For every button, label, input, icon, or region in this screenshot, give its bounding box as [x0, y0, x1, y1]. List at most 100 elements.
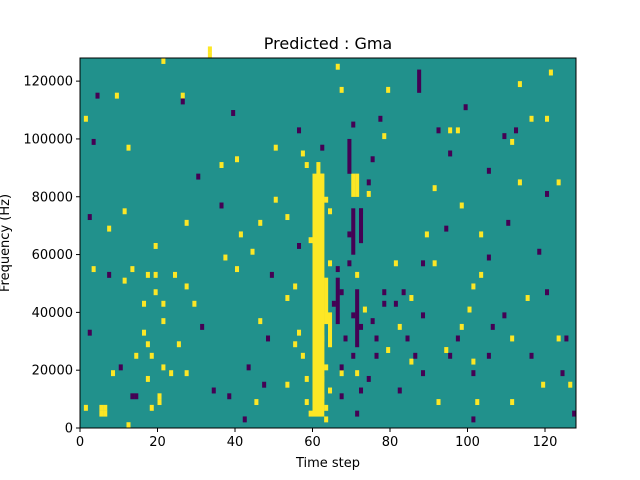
heatmap-cell-low	[502, 312, 507, 319]
heatmap-cell-low	[95, 92, 100, 99]
heatmap-cell-high	[207, 46, 212, 53]
heatmap-cell-low	[436, 127, 441, 134]
heatmap-cell-low	[118, 364, 123, 371]
heatmap-cell-low	[366, 375, 371, 382]
heatmap-cell-high	[324, 364, 329, 371]
heatmap-cell-low	[545, 190, 550, 197]
heatmap-cell-high	[83, 404, 88, 411]
heatmap-cell-low	[448, 150, 453, 157]
heatmap-cell-low	[486, 167, 491, 174]
heatmap-cell-high	[355, 271, 360, 278]
heatmap-cell-high	[285, 295, 290, 301]
chart-title: Predicted : Gma	[264, 34, 392, 53]
heatmap-cell-high	[161, 364, 166, 371]
heatmap-cell-high	[386, 86, 391, 93]
heatmap-segment-low	[355, 289, 360, 348]
heatmap-cell-low	[413, 352, 418, 359]
heatmap-cell-high	[126, 422, 131, 429]
heatmap-cell-low	[370, 318, 375, 325]
heatmap-cell-high	[510, 399, 515, 406]
heatmap-cell-low	[374, 352, 379, 359]
heatmap-cell-high	[180, 92, 185, 99]
heatmap-cell-low	[359, 387, 364, 394]
heatmap-cell-low	[331, 300, 336, 307]
heatmap-cell-low	[471, 416, 476, 423]
heatmap-cell-high	[293, 341, 298, 348]
heatmap-cell-low	[180, 98, 185, 105]
heatmap-cell-low	[297, 127, 302, 134]
heatmap-cell-high	[397, 323, 402, 330]
heatmap-cell-high	[471, 358, 476, 365]
heatmap-cell-low	[87, 329, 92, 336]
heatmap-cell-high	[254, 399, 259, 406]
y-tick-label: 80000	[32, 190, 73, 205]
heatmap-cell-low	[366, 179, 371, 186]
heatmap-cell-high	[510, 335, 515, 342]
heatmap-cell-low	[87, 214, 92, 221]
heatmap-cell-high	[173, 271, 178, 278]
heatmap-cell-high	[517, 81, 522, 88]
heatmap-cell-low	[130, 393, 135, 400]
heatmap-cell-low	[351, 352, 356, 359]
heatmap-segment-high	[328, 312, 333, 348]
heatmap-cell-low	[463, 104, 468, 111]
heatmap-cell-high	[153, 243, 158, 249]
heatmap-cell-low	[471, 370, 476, 377]
heatmap-cell-high	[339, 370, 344, 377]
heatmap-cell-high	[184, 283, 189, 290]
heatmap-cell-high	[107, 225, 112, 232]
y-tick-label: 120000	[23, 75, 73, 90]
heatmap-cell-high	[479, 231, 484, 238]
heatmap-cell-high	[517, 179, 522, 186]
heatmap-cell-low	[339, 393, 344, 400]
heatmap-cell-high	[467, 306, 472, 313]
heatmap-cell-high	[366, 190, 371, 197]
heatmap-cell-high	[145, 375, 150, 382]
heatmap-cell-high	[300, 352, 305, 359]
strong-band	[312, 173, 325, 417]
heatmap-cell-high	[111, 370, 116, 377]
heatmap-cell-high	[273, 196, 278, 203]
heatmap-cell-high	[285, 381, 290, 388]
heatmap-cell-high	[145, 341, 150, 348]
heatmap-cell-high	[479, 271, 484, 278]
heatmap-segment-high	[351, 173, 356, 197]
heatmap-cell-high	[545, 115, 550, 122]
heatmap-cell-low	[266, 335, 271, 342]
heatmap-cell-high	[157, 399, 162, 406]
heatmap-cells	[83, 46, 577, 429]
heatmap-cell-low	[351, 312, 356, 319]
heatmap-cell-high	[471, 283, 476, 290]
heatmap-cell-high	[568, 381, 573, 388]
heatmap-cell-high	[510, 138, 515, 145]
heatmap-cell-low	[347, 260, 352, 267]
y-tick-label: 40000	[32, 306, 73, 321]
heatmap-cell-high	[219, 162, 224, 168]
heatmap-cell-high	[258, 318, 263, 325]
heatmap-cell-high	[386, 347, 391, 353]
heatmap-cell-high	[548, 69, 553, 76]
x-tick-label: 20	[149, 435, 166, 450]
heatmap-cell-high	[382, 133, 387, 140]
heatmap-cell-high	[238, 231, 243, 238]
heatmap-cell-high	[455, 127, 460, 134]
heatmap-cell-low	[355, 410, 360, 417]
heatmap-cell-high	[184, 219, 189, 226]
heatmap-cell-high	[134, 352, 139, 359]
heatmap-cell-high	[328, 260, 333, 267]
heatmap-cell-low	[246, 364, 251, 371]
heatmap-cell-high	[300, 150, 305, 157]
plot-frame	[79, 57, 577, 429]
heatmap-cell-high	[285, 214, 290, 221]
heatmap-cell-high	[250, 248, 255, 255]
heatmap-cell-high	[362, 306, 367, 313]
heatmap-cell-low	[359, 323, 364, 330]
heatmap-cell-low	[421, 260, 426, 267]
heatmap-cell-high	[459, 202, 464, 209]
heatmap-cell-low	[107, 271, 112, 278]
heatmap-cell-low	[545, 289, 550, 296]
heatmap-cell-high	[176, 341, 181, 348]
heatmap-cell-low	[405, 335, 410, 342]
heatmap-cell-high	[114, 92, 119, 99]
